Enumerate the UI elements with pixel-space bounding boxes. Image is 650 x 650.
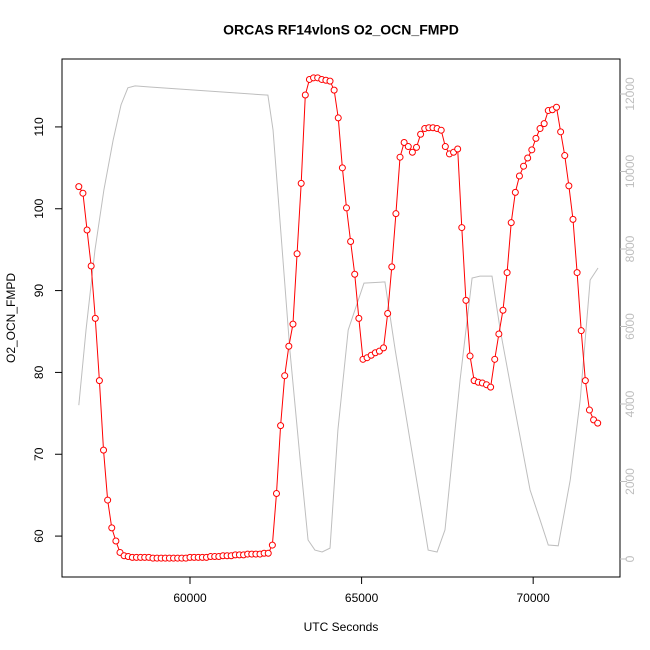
plot-frame bbox=[61, 58, 621, 578]
data-point bbox=[454, 145, 462, 153]
data-point bbox=[404, 143, 412, 151]
data-point bbox=[569, 215, 577, 223]
x-tick-label: 65000 bbox=[345, 591, 379, 605]
data-point bbox=[338, 164, 346, 172]
data-point bbox=[417, 130, 425, 138]
data-point bbox=[524, 154, 532, 162]
data-point bbox=[507, 219, 515, 227]
data-point bbox=[557, 128, 565, 136]
data-point bbox=[289, 320, 297, 328]
data-point bbox=[351, 270, 359, 278]
data-point bbox=[384, 309, 392, 317]
data-point bbox=[95, 377, 103, 385]
data-point bbox=[565, 182, 573, 190]
y-tick-label: 60 bbox=[32, 529, 46, 543]
data-point bbox=[499, 306, 507, 314]
data-point bbox=[347, 237, 355, 245]
data-point bbox=[326, 77, 334, 85]
data-point bbox=[536, 125, 544, 133]
y2-tick-label: 8000 bbox=[623, 235, 637, 262]
data-point bbox=[503, 269, 511, 277]
data-point bbox=[458, 224, 466, 232]
data-point bbox=[581, 377, 589, 385]
data-point bbox=[297, 179, 305, 187]
data-point bbox=[83, 226, 91, 234]
y-tick-label: 110 bbox=[32, 117, 46, 136]
data-point bbox=[285, 342, 293, 350]
y-tick-label: 100 bbox=[32, 198, 46, 218]
data-point bbox=[437, 126, 445, 134]
data-point bbox=[466, 352, 474, 360]
chart-title: ORCAS RF14vlonS O2_OCN_FMPD bbox=[223, 22, 459, 38]
x-tick-label: 70000 bbox=[516, 591, 550, 605]
data-point bbox=[264, 549, 272, 557]
data-point bbox=[112, 537, 120, 545]
y-tick-label: 90 bbox=[32, 284, 46, 298]
data-point bbox=[75, 183, 83, 191]
y-axis-label: O2_OCN_FMPD bbox=[4, 273, 18, 363]
data-point bbox=[515, 172, 523, 180]
data-point bbox=[100, 446, 108, 454]
data-point bbox=[330, 86, 338, 94]
y-tick-label: 70 bbox=[32, 447, 46, 461]
data-point bbox=[392, 210, 400, 218]
data-point bbox=[594, 419, 602, 427]
data-point bbox=[408, 148, 416, 156]
data-point bbox=[528, 146, 536, 154]
data-point bbox=[268, 541, 276, 549]
y2-tick-label: 6000 bbox=[623, 313, 637, 340]
data-point bbox=[380, 344, 388, 352]
data-point bbox=[87, 262, 95, 270]
data-point bbox=[342, 204, 350, 212]
data-point bbox=[511, 188, 519, 196]
y2-tick-label: 10000 bbox=[623, 154, 637, 188]
data-point bbox=[585, 406, 593, 414]
data-point bbox=[577, 327, 585, 335]
data-point bbox=[441, 143, 449, 151]
data-point bbox=[108, 524, 116, 532]
x-tick-label: 60000 bbox=[173, 591, 207, 605]
data-point bbox=[281, 372, 289, 380]
data-point bbox=[293, 250, 301, 258]
data-point bbox=[91, 314, 99, 322]
data-point bbox=[561, 152, 569, 160]
data-point bbox=[334, 114, 342, 122]
data-line bbox=[78, 77, 599, 559]
data-point bbox=[277, 422, 285, 430]
data-point bbox=[532, 134, 540, 142]
data-point bbox=[412, 143, 420, 151]
data-point bbox=[491, 355, 499, 363]
data-point bbox=[79, 189, 87, 197]
data-point bbox=[388, 263, 396, 271]
data-point bbox=[396, 153, 404, 161]
data-point bbox=[520, 162, 528, 170]
data-point bbox=[487, 383, 495, 391]
data-line bbox=[78, 85, 599, 553]
data-point bbox=[573, 269, 581, 277]
data-point bbox=[462, 296, 470, 304]
y2-tick-label: 2000 bbox=[623, 468, 637, 495]
data-point bbox=[553, 103, 561, 111]
data-point bbox=[301, 91, 309, 99]
data-point bbox=[495, 330, 503, 338]
x-axis-label: UTC Seconds bbox=[304, 620, 379, 634]
y2-tick-label: 12000 bbox=[623, 77, 637, 111]
data-point bbox=[355, 314, 363, 322]
data-point bbox=[400, 138, 408, 146]
y2-tick-label: 4000 bbox=[623, 390, 637, 417]
y2-tick-label: 0 bbox=[623, 555, 637, 562]
data-point bbox=[104, 496, 112, 504]
data-point bbox=[540, 120, 548, 128]
data-point bbox=[272, 490, 280, 498]
y-tick-label: 80 bbox=[32, 365, 46, 379]
